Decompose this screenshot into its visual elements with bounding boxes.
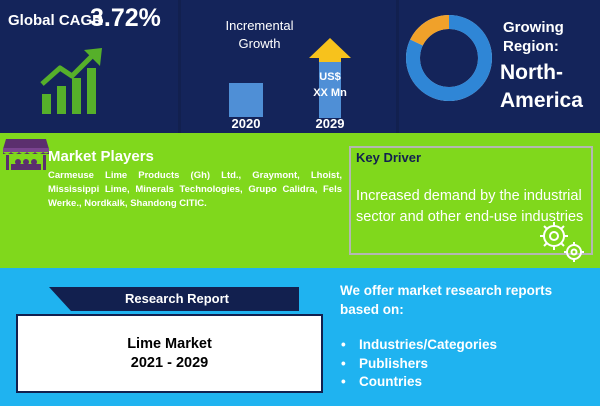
cagr-value: 3.72% bbox=[90, 4, 161, 32]
growing-region-value: North- America bbox=[500, 59, 583, 115]
growth-title-line1: Incremental bbox=[225, 18, 294, 33]
bar-growth-arrow-icon bbox=[40, 48, 102, 114]
region-value-line1: North- bbox=[500, 61, 563, 84]
growth-up-arrow-icon bbox=[309, 38, 351, 118]
region-label-line1: Growing bbox=[503, 19, 564, 36]
offer-list: Industries/Categories Publishers Countri… bbox=[340, 336, 497, 392]
donut-ring-icon bbox=[406, 15, 492, 101]
end-year-label: 2029 bbox=[315, 116, 345, 131]
key-driver-text: Increased demand by the industrial secto… bbox=[356, 188, 584, 225]
growth-panel bbox=[181, 0, 396, 133]
growth-value-line1: US$ bbox=[319, 71, 341, 83]
market-players-list: Carmeuse Lime Products (Gh) Ltd., Graymo… bbox=[48, 170, 342, 209]
start-year-label: 2020 bbox=[231, 116, 261, 131]
report-title-box bbox=[16, 314, 323, 393]
middle-band bbox=[0, 133, 600, 268]
region-value-line2: America bbox=[500, 89, 583, 112]
list-item: Industries/Categories bbox=[340, 336, 497, 355]
region-label-line2: Region: bbox=[503, 38, 559, 55]
list-item: Countries bbox=[340, 373, 497, 392]
gears-icon bbox=[540, 222, 584, 262]
growth-value-line2: XX Mn bbox=[313, 87, 347, 99]
list-item: Publishers bbox=[340, 355, 497, 374]
key-driver-box bbox=[349, 146, 593, 255]
cagr-label: Global CAGR bbox=[8, 12, 104, 29]
growth-title-line2: Growth bbox=[238, 36, 281, 51]
market-players-title: Market Players bbox=[48, 148, 154, 165]
research-report-banner bbox=[49, 287, 299, 311]
growing-region-label: Growing Region: bbox=[503, 18, 564, 56]
report-title-line1: Lime Market bbox=[127, 336, 212, 352]
offer-heading: We offer market research reports based o… bbox=[340, 283, 553, 317]
growth-value: US$ XX Mn bbox=[300, 69, 360, 101]
report-title-line2: 2021 - 2029 bbox=[130, 355, 209, 371]
growth-bar-start bbox=[229, 83, 263, 117]
research-report-label: Research Report bbox=[124, 291, 230, 306]
report-title: Lime Market 2021 - 2029 bbox=[16, 335, 323, 373]
key-driver-title: Key Driver bbox=[356, 150, 422, 165]
incremental-growth-title: Incremental Growth bbox=[181, 17, 338, 53]
market-shop-icon bbox=[3, 139, 49, 170]
